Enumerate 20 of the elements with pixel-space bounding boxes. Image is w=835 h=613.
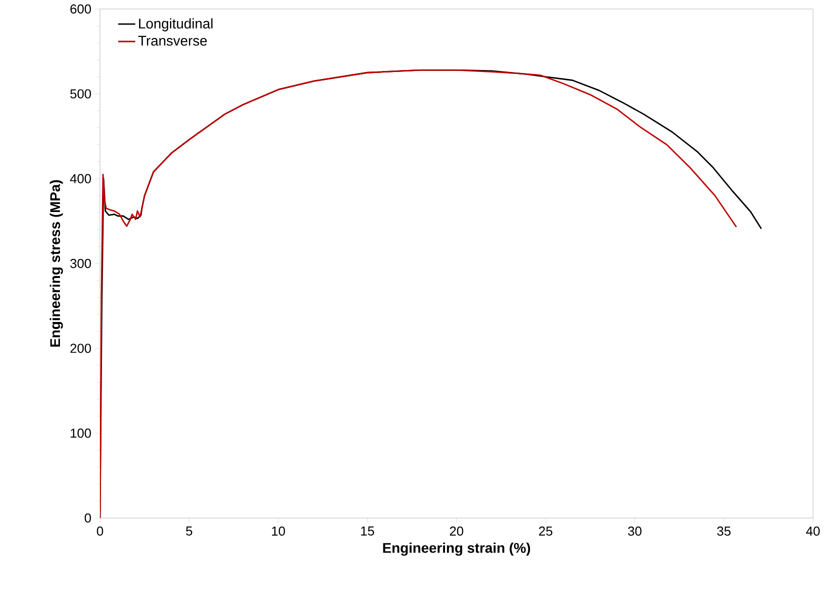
x-tick-label: 0	[96, 526, 104, 536]
x-tick-label: 25	[539, 526, 552, 536]
y-tick-label: 300	[70, 258, 91, 268]
y-tick-label: 0	[84, 513, 91, 523]
y-tick-label: 400	[70, 174, 91, 184]
x-tick-label: 40	[806, 526, 820, 536]
x-tick-label: 30	[628, 526, 642, 536]
x-axis-title: Engineering strain (%)	[383, 542, 530, 556]
y-axis-title: Engineering stress (MPa)	[50, 180, 63, 347]
x-tick-label: 20	[450, 526, 464, 536]
x-tick-label: 10	[272, 526, 285, 536]
y-tick-label: 500	[70, 89, 91, 98]
legend-label: Longitudinal	[139, 18, 212, 32]
y-tick-label: 600	[70, 4, 91, 14]
x-tick-label: 15	[361, 526, 374, 536]
x-tick-label: 35	[717, 526, 731, 536]
x-tick-label: 5	[186, 526, 192, 536]
legend-label: Transverse	[138, 36, 207, 46]
y-tick-label: 100	[70, 428, 91, 438]
y-tick-label: 200	[70, 344, 91, 353]
